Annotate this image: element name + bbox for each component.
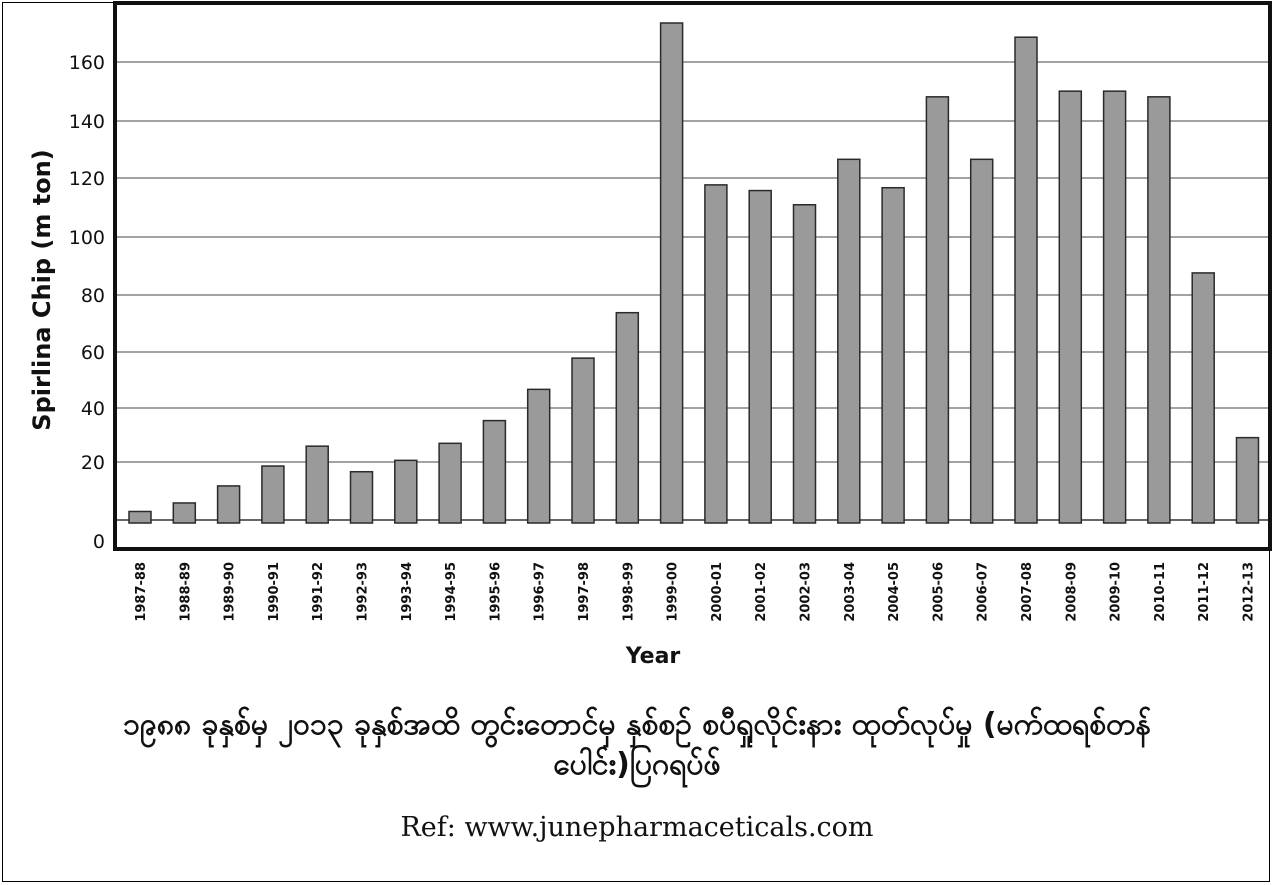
x-tick-label: 1993-94 (400, 562, 415, 622)
bar (748, 189, 772, 524)
caption-reference: Ref: www.junepharmaceticals.com (400, 812, 874, 843)
x-tick-label: 1990-91 (267, 562, 282, 622)
y-tick-label: 140 (69, 111, 105, 133)
bar (571, 357, 595, 524)
y-tick-label: 20 (81, 452, 105, 474)
bar (394, 459, 418, 524)
bar (969, 158, 994, 524)
x-tick-label: 1988-89 (178, 562, 193, 622)
x-tick-label: 1989-90 (223, 562, 238, 622)
caption-title: ၁၉၈၈ ခုနှစ်မှ ၂၀၁၃ ခုနှစ်အထိ တွင်းတောင်မ… (123, 707, 1151, 782)
bar (1058, 90, 1083, 524)
y-tick-label: 40 (81, 398, 105, 420)
bar (216, 485, 241, 524)
x-tick-label: 2009-10 (1109, 562, 1124, 622)
x-tick-label: 1998-99 (621, 562, 636, 622)
y-tick-label: 0 (93, 531, 105, 553)
y-tick-label: 120 (69, 168, 105, 190)
x-tick-label: 2004-05 (887, 562, 902, 622)
x-tick-label: 2012-13 (1242, 562, 1257, 622)
bars (128, 22, 1260, 524)
bar (261, 465, 285, 524)
x-tick-labels: 1987-88 1988-89 1989-90 1990-91 1991-92 1992-… (134, 562, 1257, 622)
bar (1102, 90, 1127, 524)
x-tick-label: 2010-11 (1153, 562, 1168, 622)
x-tick-label: 2007-08 (1020, 562, 1035, 622)
y-tick-label: 160 (69, 52, 105, 74)
x-tick-label: 2011-12 (1197, 562, 1212, 622)
x-tick-label: 1999-00 (666, 562, 681, 622)
x-tick-label: 1995-96 (488, 562, 503, 622)
y-tick-label: 80 (81, 285, 105, 307)
bar (837, 158, 861, 524)
x-axis-label: Year (625, 644, 681, 669)
y-tick-label: 60 (81, 342, 105, 364)
plot-border (113, 1, 1272, 551)
bar (438, 442, 462, 524)
x-tick-label: 1996-97 (533, 562, 548, 622)
bar (1191, 272, 1215, 524)
bar (615, 311, 640, 524)
bar (349, 470, 374, 524)
bar (704, 184, 728, 524)
y-tick-label: 100 (69, 227, 105, 249)
bar (128, 510, 152, 524)
x-tick-label: 2002-03 (799, 562, 814, 622)
x-tick-label: 2006-07 (976, 562, 991, 622)
x-tick-label: 1987-88 (134, 562, 149, 622)
bar (1014, 36, 1038, 524)
x-tick-label: 1997-98 (577, 562, 592, 622)
x-tick-label: 2000-01 (710, 562, 725, 622)
bar (925, 96, 950, 524)
bar (881, 186, 905, 524)
x-tick-label: 1994-95 (444, 562, 459, 622)
bar (1235, 436, 1260, 524)
x-tick-label: 2003-04 (843, 562, 858, 622)
bar (1147, 96, 1171, 524)
x-tick-label: 2008-09 (1064, 562, 1079, 622)
y-axis-label: Spirlina Chip (m ton) (28, 149, 56, 430)
x-tick-label: 1992-93 (356, 562, 371, 622)
bar (526, 388, 551, 524)
bar (792, 204, 817, 524)
x-tick-label: 1991-92 (311, 562, 326, 622)
x-tick-label: 2001-02 (754, 562, 769, 622)
bar (482, 419, 507, 524)
gridlines (117, 61, 1268, 521)
bar (305, 445, 329, 524)
x-tick-label: 2005-06 (931, 562, 946, 622)
bar (659, 22, 684, 524)
bar (172, 502, 197, 524)
y-tick-labels: 0 20 40 60 80 100 120 140 160 (69, 52, 105, 553)
